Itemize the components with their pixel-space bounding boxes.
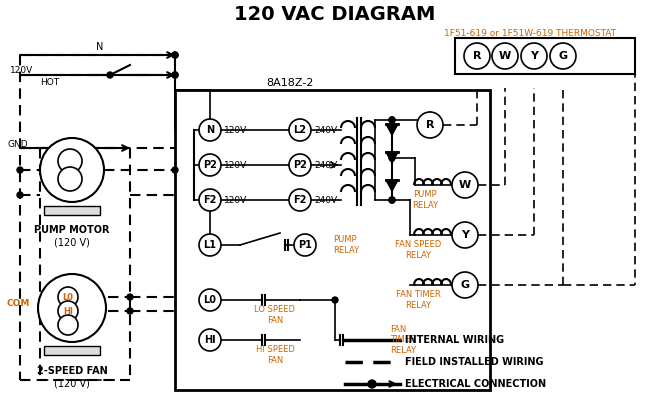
Circle shape [172, 167, 178, 173]
Text: FAN
TIMER
RELAY: FAN TIMER RELAY [390, 325, 416, 355]
Text: PUMP
RELAY: PUMP RELAY [412, 190, 438, 210]
Circle shape [58, 167, 82, 191]
Text: 120V: 120V [224, 160, 247, 170]
Text: P2: P2 [203, 160, 217, 170]
Circle shape [172, 52, 178, 58]
Circle shape [172, 72, 178, 78]
Text: R: R [425, 120, 434, 130]
Text: F2: F2 [293, 195, 307, 205]
Circle shape [17, 167, 23, 173]
Text: 2-SPEED FAN: 2-SPEED FAN [37, 366, 107, 376]
Circle shape [172, 72, 178, 78]
Circle shape [58, 287, 78, 307]
Text: 240V: 240V [314, 196, 337, 204]
Circle shape [289, 119, 311, 141]
Text: L1: L1 [204, 240, 216, 250]
Text: Y: Y [530, 51, 538, 61]
Circle shape [550, 43, 576, 69]
Circle shape [17, 192, 23, 198]
Text: PUMP
RELAY: PUMP RELAY [333, 235, 359, 255]
Text: F2: F2 [203, 195, 216, 205]
Circle shape [389, 117, 395, 123]
Circle shape [58, 315, 78, 335]
Circle shape [127, 308, 133, 314]
Text: ELECTRICAL CONNECTION: ELECTRICAL CONNECTION [405, 379, 546, 389]
Text: 8A18Z-2: 8A18Z-2 [266, 78, 314, 88]
Circle shape [58, 301, 78, 321]
Text: R: R [473, 51, 481, 61]
Circle shape [452, 172, 478, 198]
Text: N: N [96, 42, 104, 52]
Text: FAN TIMER
RELAY: FAN TIMER RELAY [395, 290, 440, 310]
Text: COM: COM [7, 300, 30, 308]
Circle shape [332, 297, 338, 303]
Text: 240V: 240V [314, 126, 337, 134]
Circle shape [294, 234, 316, 256]
Circle shape [417, 112, 443, 138]
Text: P1: P1 [298, 240, 312, 250]
Text: N: N [206, 125, 214, 135]
Circle shape [289, 189, 311, 211]
Circle shape [289, 154, 311, 176]
Text: (120 V): (120 V) [54, 378, 90, 388]
Text: HOT: HOT [40, 78, 59, 86]
Circle shape [389, 117, 395, 123]
Text: PUMP MOTOR: PUMP MOTOR [34, 225, 110, 235]
Circle shape [199, 189, 221, 211]
Circle shape [199, 329, 221, 351]
Text: W: W [459, 180, 471, 190]
Text: FAN SPEED
RELAY: FAN SPEED RELAY [395, 241, 441, 260]
Circle shape [389, 155, 395, 161]
Circle shape [172, 52, 178, 58]
Text: LO SPEED
FAN: LO SPEED FAN [255, 305, 295, 325]
Circle shape [107, 72, 113, 78]
Circle shape [452, 222, 478, 248]
Polygon shape [386, 180, 398, 191]
Polygon shape [386, 124, 398, 135]
Circle shape [40, 138, 104, 202]
Circle shape [389, 197, 395, 203]
Circle shape [58, 149, 82, 173]
Circle shape [389, 197, 395, 203]
Text: INTERNAL WIRING: INTERNAL WIRING [405, 335, 504, 345]
Text: 120 VAC DIAGRAM: 120 VAC DIAGRAM [234, 5, 436, 23]
FancyBboxPatch shape [44, 346, 100, 355]
Circle shape [199, 234, 221, 256]
Bar [175, 90, 490, 390]
Circle shape [199, 289, 221, 311]
Text: GND: GND [8, 140, 29, 148]
Circle shape [368, 380, 376, 388]
Polygon shape [386, 152, 398, 163]
Text: HI: HI [204, 335, 216, 345]
Circle shape [521, 43, 547, 69]
Bar [455, 38, 635, 74]
Circle shape [199, 154, 221, 176]
Text: HI SPEED
FAN: HI SPEED FAN [255, 345, 294, 365]
Text: L0: L0 [204, 295, 216, 305]
Text: P2: P2 [293, 160, 307, 170]
Text: 120V: 120V [224, 196, 247, 204]
Text: G: G [460, 280, 470, 290]
Text: G: G [558, 51, 567, 61]
Circle shape [199, 119, 221, 141]
Text: 240V: 240V [314, 160, 337, 170]
Text: (120 V): (120 V) [54, 237, 90, 247]
Text: FIELD INSTALLED WIRING: FIELD INSTALLED WIRING [405, 357, 543, 367]
Text: L2: L2 [293, 125, 306, 135]
Circle shape [464, 43, 490, 69]
Text: 120V: 120V [224, 126, 247, 134]
Circle shape [127, 294, 133, 300]
Text: HI: HI [63, 307, 73, 316]
Text: Y: Y [461, 230, 469, 240]
Circle shape [452, 272, 478, 298]
Text: W: W [499, 51, 511, 61]
FancyBboxPatch shape [44, 206, 100, 215]
Text: 120V: 120V [10, 65, 34, 75]
Circle shape [38, 274, 106, 342]
Text: 1F51-619 or 1F51W-619 THERMOSTAT: 1F51-619 or 1F51W-619 THERMOSTAT [444, 28, 616, 37]
Text: L0: L0 [62, 292, 74, 302]
Circle shape [492, 43, 518, 69]
